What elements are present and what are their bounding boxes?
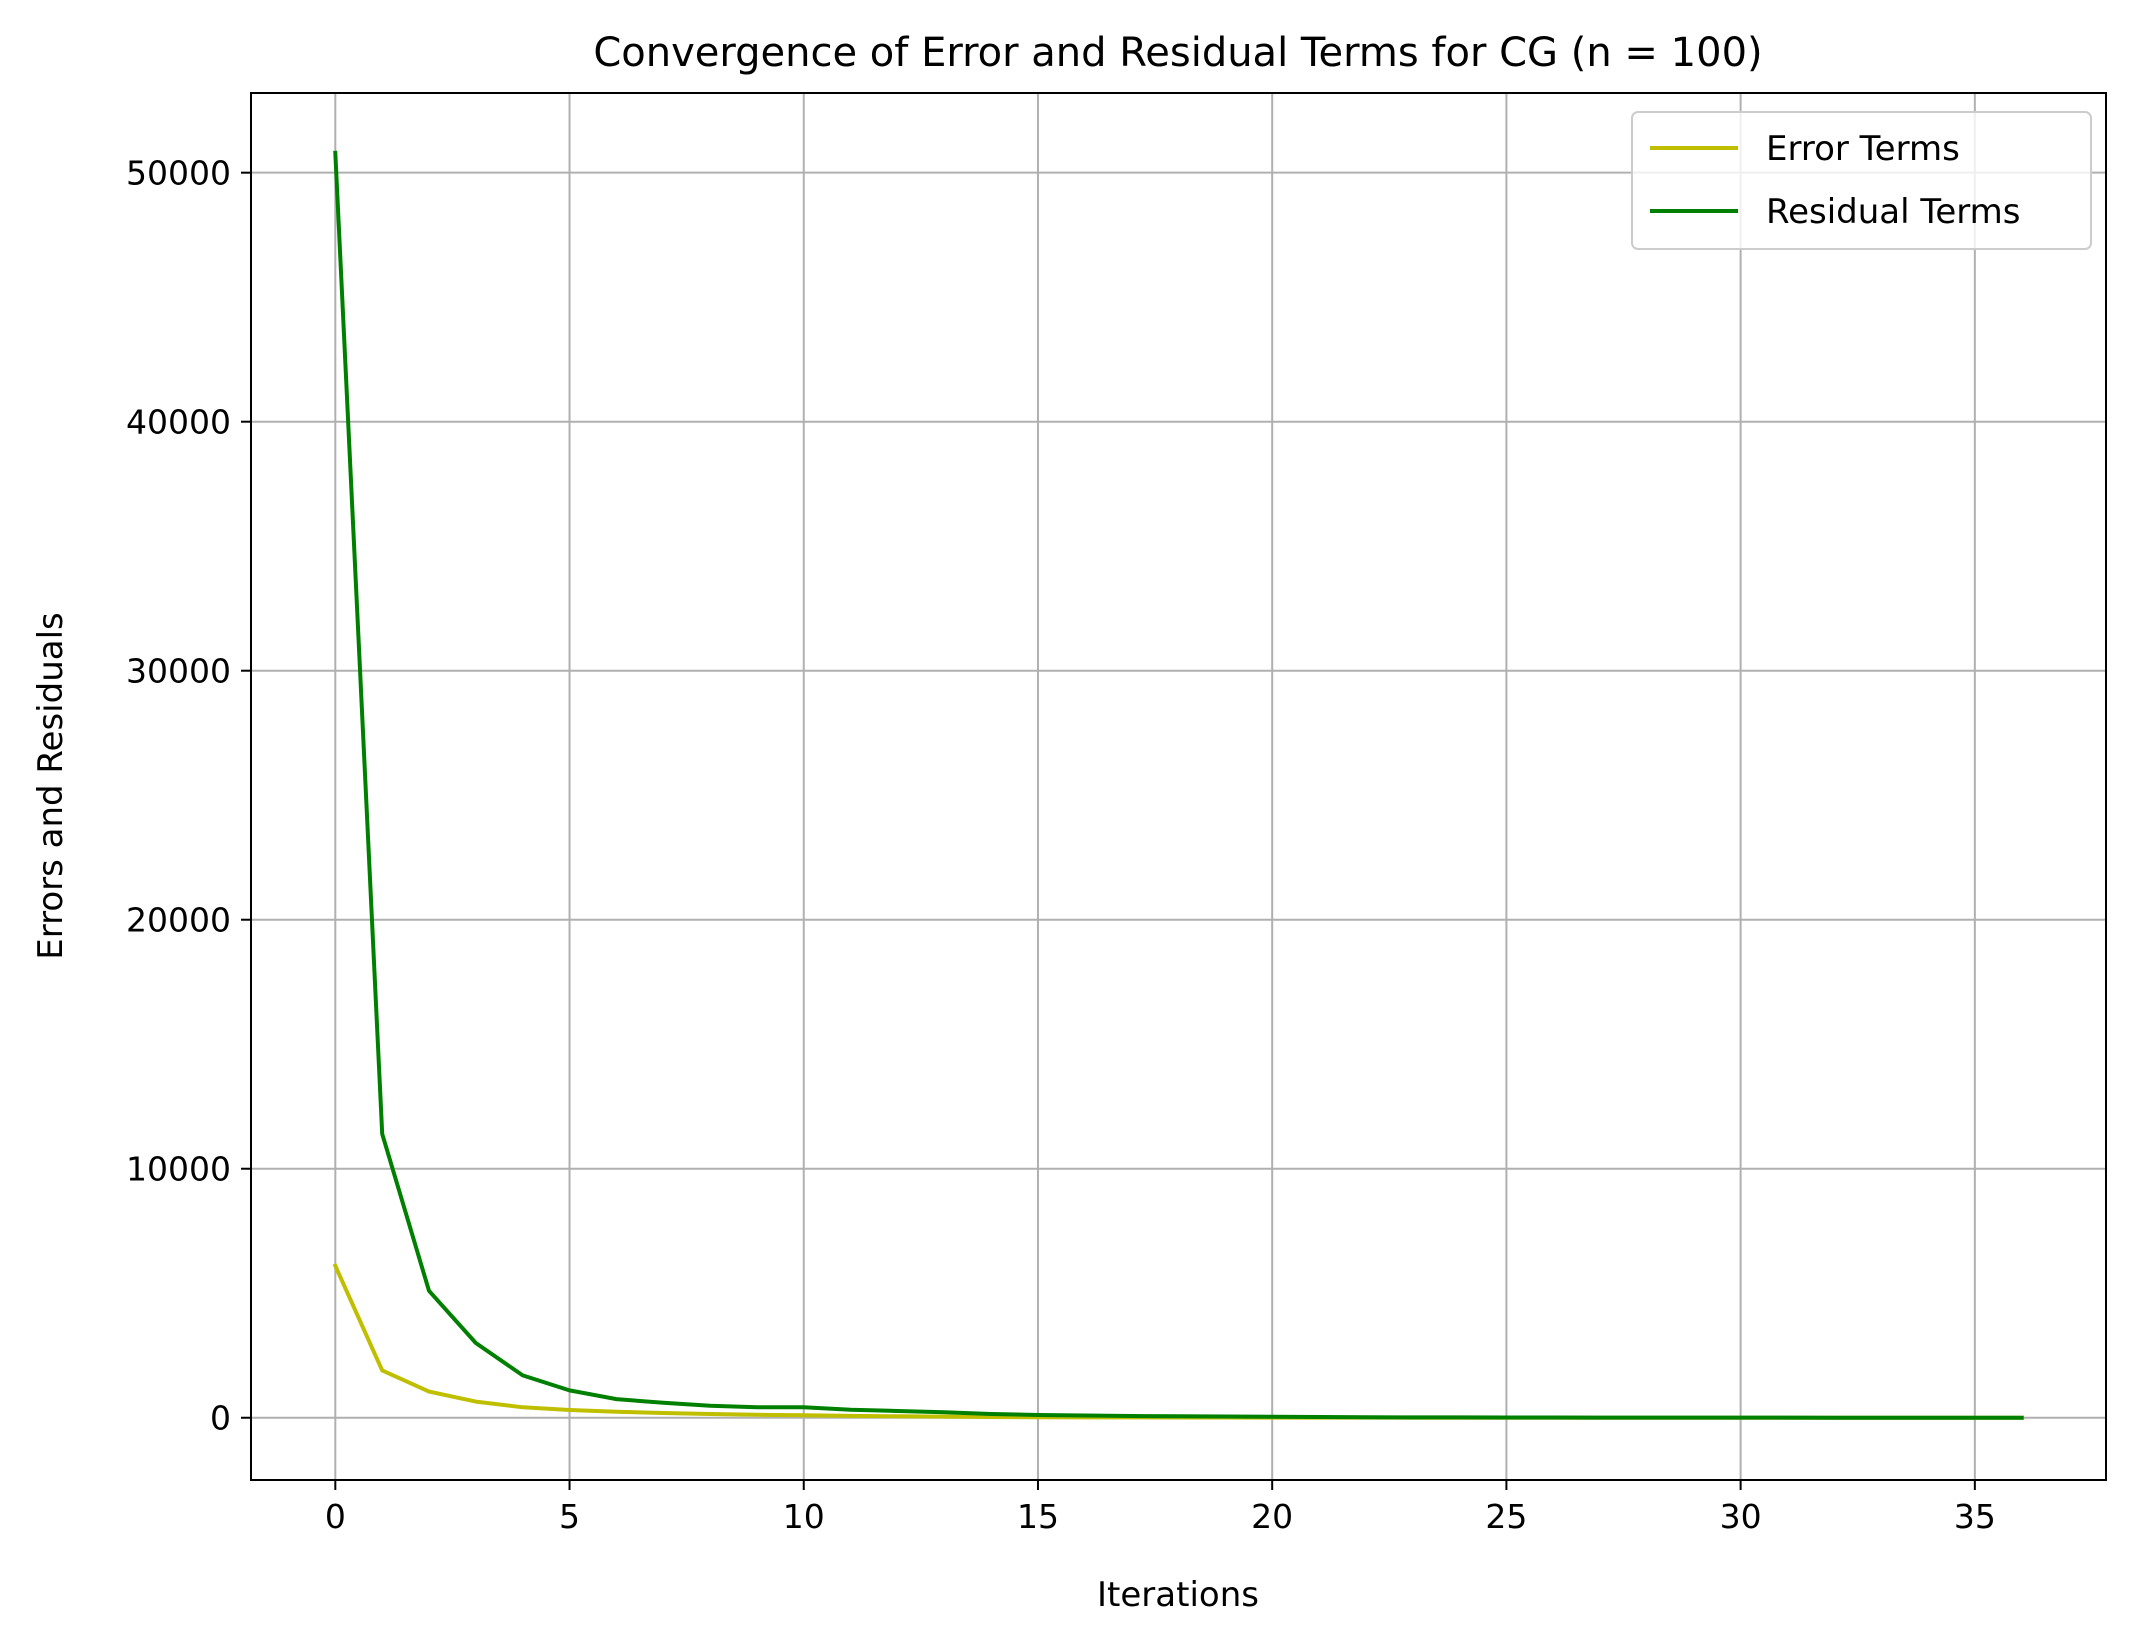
y-tick-label: 20000 xyxy=(126,901,231,940)
grid xyxy=(251,93,2106,1480)
x-axis-ticks: 0 5 10 15 20 25 30 35 xyxy=(325,1480,1996,1536)
y-axis-label: Errors and Residuals xyxy=(31,612,71,959)
chart-title: Convergence of Error and Residual Terms … xyxy=(593,30,1762,76)
series-line-residual-terms xyxy=(333,150,2024,1420)
x-tick-label: 30 xyxy=(1720,1497,1762,1536)
plot-frame xyxy=(250,92,2107,1481)
y-tick-label: 50000 xyxy=(126,154,231,193)
y-tick-label: 30000 xyxy=(126,652,231,691)
legend-label-error-terms: Error Terms xyxy=(1766,129,1960,169)
y-tick-label: 0 xyxy=(210,1399,231,1438)
y-axis-ticks: 0 10000 20000 30000 40000 50000 xyxy=(126,154,251,1438)
y-tick-label: 40000 xyxy=(126,403,231,442)
x-tick-label: 25 xyxy=(1485,1497,1527,1536)
legend: Error Terms Residual Terms xyxy=(1631,111,2092,250)
x-tick-label: 5 xyxy=(559,1497,580,1536)
x-tick-label: 20 xyxy=(1251,1497,1293,1536)
x-tick-label: 35 xyxy=(1954,1497,1996,1536)
x-tick-label: 15 xyxy=(1017,1497,1059,1536)
legend-label-residual-terms: Residual Terms xyxy=(1766,192,2021,232)
series-lines xyxy=(332,150,2024,1420)
x-tick-label: 0 xyxy=(325,1497,346,1536)
x-tick-label: 10 xyxy=(783,1497,825,1536)
x-axis-label: Iterations xyxy=(1097,1575,1259,1615)
y-tick-label: 10000 xyxy=(126,1150,231,1189)
legend-box xyxy=(1631,111,2092,250)
